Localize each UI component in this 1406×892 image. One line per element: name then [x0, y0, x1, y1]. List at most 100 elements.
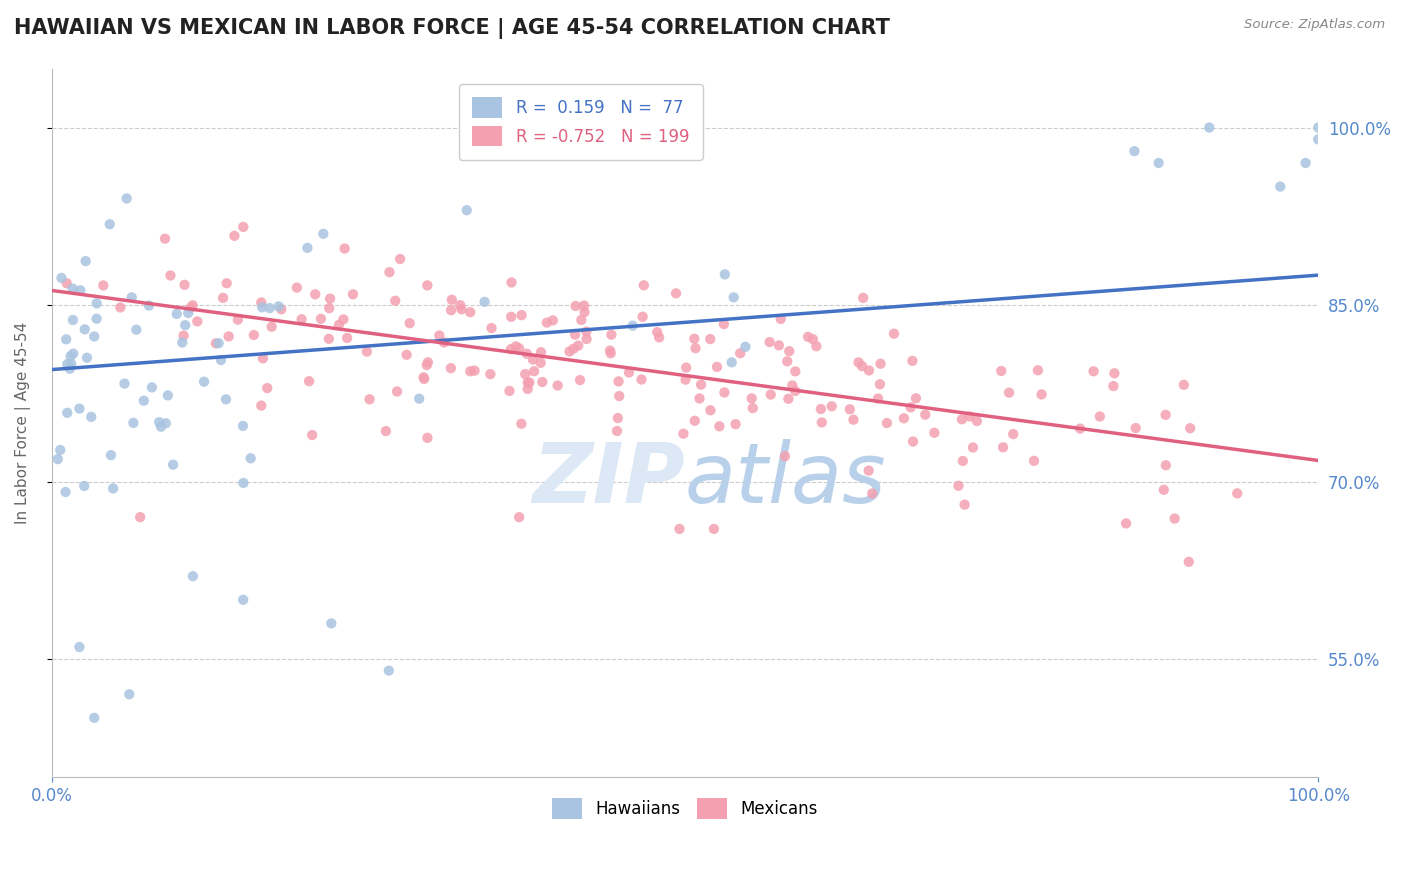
Point — [250, 300, 273, 314]
Point — [464, 364, 486, 378]
Point — [883, 326, 905, 341]
Point — [319, 292, 342, 306]
Point — [378, 265, 401, 279]
Point — [416, 358, 439, 372]
Point — [690, 377, 713, 392]
Point — [395, 348, 418, 362]
Point — [741, 401, 763, 416]
Point — [574, 305, 596, 319]
Point — [541, 313, 564, 327]
Point — [356, 344, 378, 359]
Point — [114, 376, 136, 391]
Point — [1154, 408, 1177, 422]
Point — [630, 372, 652, 386]
Point — [174, 318, 197, 333]
Point — [498, 384, 520, 398]
Point — [129, 510, 152, 524]
Point — [122, 416, 145, 430]
Point — [62, 313, 84, 327]
Point — [384, 293, 406, 308]
Point — [332, 312, 354, 326]
Point — [950, 412, 973, 426]
Point — [499, 342, 522, 356]
Point — [801, 332, 824, 346]
Point — [1147, 156, 1170, 170]
Point — [83, 711, 105, 725]
Point — [1308, 120, 1330, 135]
Point — [851, 359, 873, 373]
Point — [852, 291, 875, 305]
Point — [901, 354, 924, 368]
Point — [1031, 387, 1053, 401]
Point — [73, 479, 96, 493]
Point — [806, 339, 828, 353]
Point — [599, 346, 621, 360]
Point — [250, 399, 273, 413]
Point — [456, 203, 478, 218]
Point — [1069, 421, 1091, 435]
Point — [69, 640, 91, 654]
Point — [173, 328, 195, 343]
Point — [1270, 179, 1292, 194]
Point — [569, 373, 592, 387]
Point — [558, 344, 581, 359]
Point — [59, 349, 82, 363]
Point — [672, 426, 695, 441]
Point — [645, 325, 668, 339]
Point — [59, 361, 82, 376]
Point — [416, 278, 439, 293]
Point — [416, 355, 439, 369]
Point — [869, 377, 891, 392]
Point — [562, 342, 585, 356]
Point — [301, 428, 323, 442]
Point — [1022, 454, 1045, 468]
Point — [212, 291, 235, 305]
Point — [173, 277, 195, 292]
Point — [952, 454, 974, 468]
Point — [998, 385, 1021, 400]
Point — [215, 277, 238, 291]
Point — [62, 282, 84, 296]
Point — [1177, 555, 1199, 569]
Point — [298, 374, 321, 388]
Point — [100, 448, 122, 462]
Point — [333, 242, 356, 256]
Point — [186, 314, 208, 328]
Point — [148, 415, 170, 429]
Point — [699, 332, 721, 346]
Point — [785, 384, 807, 398]
Point — [312, 227, 335, 241]
Point — [49, 442, 72, 457]
Point — [101, 482, 124, 496]
Point — [1125, 421, 1147, 435]
Point — [318, 332, 340, 346]
Point — [385, 384, 408, 399]
Point — [858, 363, 880, 377]
Point — [778, 344, 800, 359]
Point — [55, 485, 77, 500]
Point — [125, 323, 148, 337]
Point — [508, 341, 530, 355]
Text: ZIP: ZIP — [533, 439, 685, 520]
Point — [709, 419, 731, 434]
Point — [575, 332, 598, 346]
Point — [252, 351, 274, 366]
Point — [1026, 363, 1049, 377]
Point — [966, 414, 988, 428]
Point — [180, 301, 202, 315]
Point — [530, 345, 553, 359]
Point — [321, 616, 343, 631]
Point — [46, 452, 69, 467]
Point — [720, 355, 742, 369]
Point — [181, 569, 204, 583]
Point — [575, 325, 598, 339]
Point — [1226, 486, 1249, 500]
Point — [858, 464, 880, 478]
Point — [510, 417, 533, 431]
Point — [56, 406, 79, 420]
Point — [115, 192, 138, 206]
Point — [675, 360, 697, 375]
Point — [713, 385, 735, 400]
Point — [162, 458, 184, 472]
Point — [291, 312, 314, 326]
